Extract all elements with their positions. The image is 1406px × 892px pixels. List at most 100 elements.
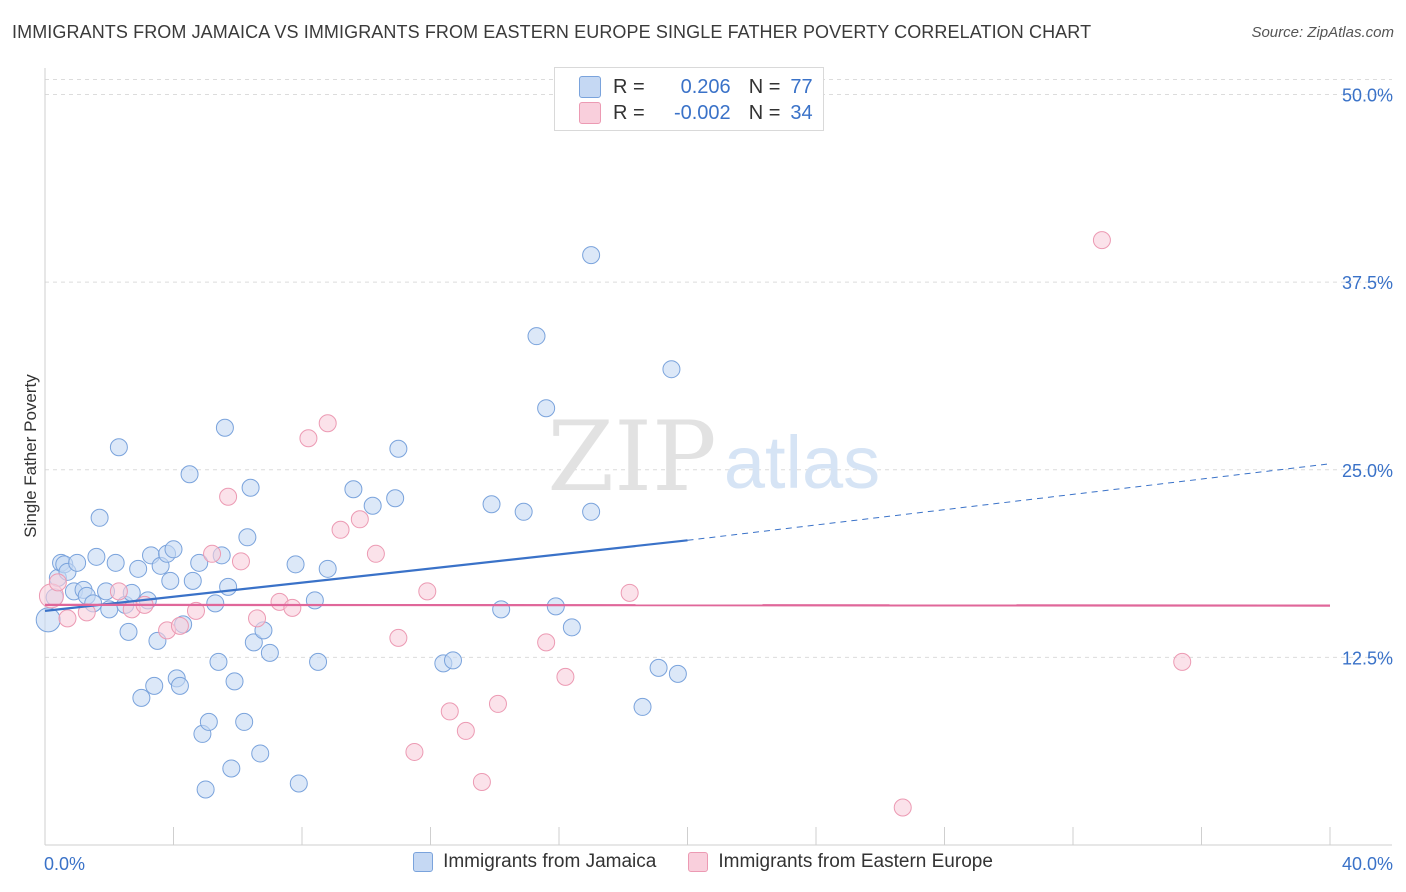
data-point [90, 508, 109, 527]
data-point [363, 496, 382, 515]
data-point [196, 780, 215, 799]
data-point [161, 571, 180, 590]
data-point [893, 798, 912, 817]
stats-box: R = 0.206 N = 77 R = -0.002 N = 34 [554, 67, 824, 131]
y-tick-label: 37.5% [1342, 273, 1393, 293]
data-point [145, 676, 164, 695]
stats-swatch-eastern-europe [579, 102, 601, 124]
legend-label-eastern-europe: Immigrants from Eastern Europe [718, 851, 993, 872]
legend-label-jamaica: Immigrants from Jamaica [443, 851, 657, 872]
data-point [649, 658, 668, 677]
stats-r-label: R = [613, 75, 645, 98]
data-point [219, 487, 238, 506]
series-eastern-europe [38, 231, 1192, 817]
data-point [129, 559, 148, 578]
trend-line-eastern-europe [44, 603, 1331, 607]
data-point [1092, 231, 1111, 250]
stats-row-eastern-europe: R = -0.002 N = 34 [579, 100, 813, 126]
data-point [106, 553, 125, 572]
legend: Immigrants from Jamaica Immigrants from … [0, 851, 1406, 873]
stats-swatch-jamaica [579, 76, 601, 98]
data-point [620, 583, 639, 602]
data-point [350, 510, 369, 529]
grid-lines [45, 79, 1392, 658]
data-point [215, 418, 234, 437]
data-point [109, 582, 128, 601]
trend-line-jamaica [44, 539, 688, 612]
stats-r-label: R = [613, 101, 645, 124]
watermark-atlas: atlas [724, 421, 880, 504]
data-point [633, 697, 652, 716]
data-point [119, 622, 138, 641]
data-point [514, 502, 533, 521]
data-point [1173, 652, 1192, 671]
x-tick-label: 0.0% [44, 854, 85, 874]
data-point [456, 721, 475, 740]
data-point [289, 774, 308, 793]
stats-r-value: -0.002 [673, 101, 731, 124]
watermark: ZIP atlas [547, 401, 880, 513]
data-point [164, 540, 183, 559]
y-tick-label: 25.0% [1342, 461, 1393, 481]
legend-item-eastern-europe[interactable]: Immigrants from Eastern Europe [688, 851, 993, 873]
data-point [209, 652, 228, 671]
data-point [199, 712, 218, 731]
data-point [170, 676, 189, 695]
data-point [405, 742, 424, 761]
data-point [318, 559, 337, 578]
data-point [286, 555, 305, 574]
data-point [537, 633, 556, 652]
data-point [488, 694, 507, 713]
data-point [562, 618, 581, 637]
data-point [190, 553, 209, 572]
data-point [299, 429, 318, 448]
data-point [186, 601, 205, 620]
data-point [482, 495, 501, 514]
data-point [219, 577, 238, 596]
data-point [386, 489, 405, 508]
data-point [556, 667, 575, 686]
data-point [170, 616, 189, 635]
stats-n-value: 34 [790, 101, 813, 124]
data-point [318, 414, 337, 433]
legend-item-jamaica[interactable]: Immigrants from Jamaica [413, 851, 656, 873]
data-point [366, 544, 385, 563]
data-point [537, 399, 556, 418]
data-point [527, 327, 546, 346]
data-point [68, 553, 87, 572]
stats-row-jamaica: R = 0.206 N = 77 [579, 74, 813, 100]
stats-n-value: 77 [790, 75, 813, 98]
legend-swatch-eastern-europe [688, 852, 709, 872]
data-point [662, 360, 681, 379]
stats-n-label: N = [748, 75, 781, 98]
data-point [389, 628, 408, 647]
data-point [203, 544, 222, 563]
data-point [109, 438, 128, 457]
data-point [87, 547, 106, 566]
data-point [58, 609, 77, 628]
data-point [668, 664, 687, 683]
stats-r-value: 0.206 [680, 75, 731, 98]
tick-labels: 12.5% 25.0% 37.5% 50.0% 0.0% 40.0% [44, 86, 1393, 874]
axes [44, 68, 1392, 846]
data-point [235, 712, 254, 731]
data-points [35, 231, 1192, 817]
data-point [344, 480, 363, 499]
data-point [331, 520, 350, 539]
data-point [443, 651, 462, 670]
trend-lines [44, 463, 1331, 612]
data-point [309, 652, 328, 671]
y-axis-label: Single Father Poverty [21, 374, 40, 538]
data-point [283, 598, 302, 617]
chart-title: IMMIGRANTS FROM JAMAICA VS IMMIGRANTS FR… [12, 22, 1092, 42]
data-point [582, 502, 601, 521]
data-point [472, 772, 491, 791]
watermark-zip: ZIP [547, 401, 716, 513]
data-point [251, 744, 270, 763]
data-point [389, 439, 408, 458]
data-point [260, 643, 279, 662]
data-point [305, 591, 324, 610]
data-point [238, 528, 257, 547]
data-point [206, 594, 225, 613]
